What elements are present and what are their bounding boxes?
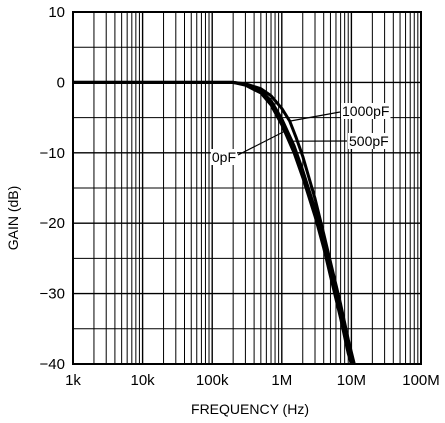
annotation-label: 0pF [212, 149, 236, 165]
y-tick-label: 0 [57, 74, 65, 91]
y-axis-label: GAIN (dB) [5, 186, 21, 251]
y-tick-label: −10 [40, 145, 65, 162]
x-tick-label: 10M [337, 372, 366, 389]
y-tick-label: 10 [48, 4, 65, 21]
curves [73, 80, 356, 364]
annotation-label-background [341, 103, 391, 119]
y-tick-label: −40 [40, 356, 65, 373]
annotation-label: 1000pF [342, 103, 389, 119]
grid [72, 11, 421, 365]
x-tick-labels: 1k 10k 100k 1M 10M 100M [65, 372, 440, 389]
x-tick-label: 1k [65, 372, 81, 389]
annotations: 1000pF 500pF 0pF [210, 103, 391, 165]
annotation-leader [289, 111, 341, 122]
annotation-label: 500pF [349, 133, 389, 149]
y-tick-label: −30 [40, 286, 65, 303]
y-tick-labels: 10 0 −10 −20 −30 −40 [40, 4, 65, 373]
series-line-1000pF [73, 80, 356, 364]
x-tick-label: 10k [131, 372, 156, 389]
y-tick-label: −20 [40, 215, 65, 232]
annotation-leader [237, 130, 285, 156]
annotation-label-background [210, 149, 237, 165]
annotation-label-background [348, 133, 390, 149]
x-tick-label: 100k [196, 372, 229, 389]
x-tick-label: 100M [402, 372, 440, 389]
x-tick-label: 1M [271, 372, 292, 389]
plot-frame [72, 11, 422, 365]
x-axis-label: FREQUENCY (Hz) [191, 401, 309, 417]
